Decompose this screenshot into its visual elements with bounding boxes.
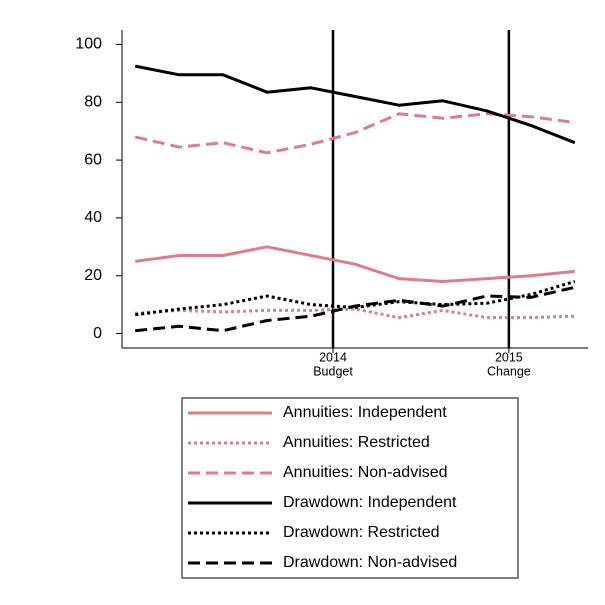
series-line xyxy=(135,307,575,320)
series-line xyxy=(135,285,576,333)
y-tick-label: 100 xyxy=(75,36,102,53)
legend-label: Drawdown: Non-advised xyxy=(283,554,457,571)
legend-label: Annuities: Non-advised xyxy=(283,464,448,481)
y-tick-label: 60 xyxy=(84,151,102,168)
series-line xyxy=(135,245,575,283)
legend-label: Annuities: Independent xyxy=(283,404,447,421)
series-line xyxy=(134,64,576,145)
legend-label: Annuities: Restricted xyxy=(283,434,430,451)
legend-label: Drawdown: Independent xyxy=(283,494,457,511)
legend-label: Drawdown: Restricted xyxy=(283,524,440,541)
y-tick-label: 40 xyxy=(84,209,102,226)
x-tick-label: 2014 xyxy=(319,350,347,364)
x-tick-label: 2015 xyxy=(495,350,523,364)
y-tick-label: 0 xyxy=(93,325,102,342)
y-tick-label: 80 xyxy=(84,93,102,110)
x-tick-label: Change xyxy=(487,364,531,378)
x-tick-label: Budget xyxy=(313,364,353,378)
y-tick-label: 20 xyxy=(84,267,102,284)
legend-box xyxy=(181,397,519,579)
series-line xyxy=(134,112,575,155)
